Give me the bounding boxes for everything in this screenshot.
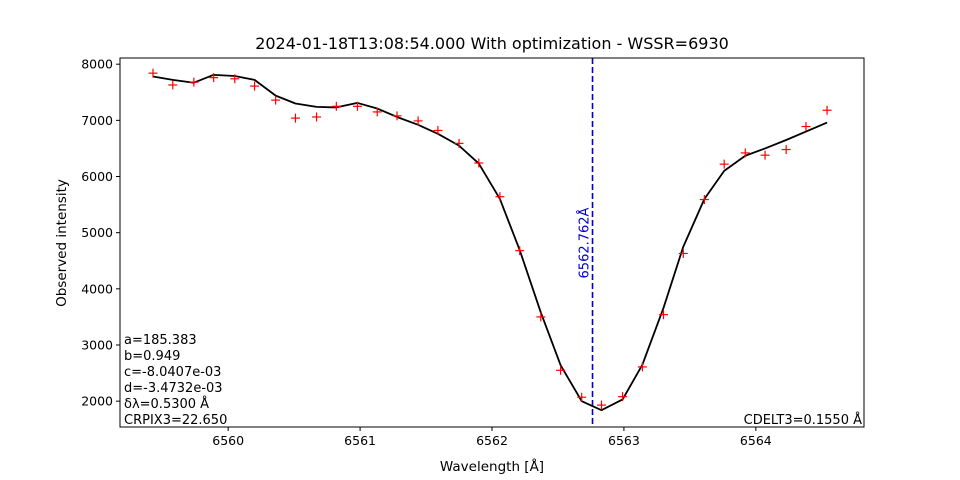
- observed-point: [515, 246, 525, 256]
- observed-point: [577, 392, 587, 402]
- observed-point: [352, 101, 362, 111]
- y-tick-label: 8000: [81, 57, 113, 72]
- observed-point: [536, 312, 546, 322]
- observed-point: [637, 362, 647, 372]
- observed-point: [618, 392, 628, 402]
- fit-parameter-line: d=-3.4732e-03: [124, 381, 223, 396]
- observed-point: [189, 77, 199, 87]
- observed-point: [719, 159, 729, 169]
- fit-parameter-line: b=0.949: [124, 349, 180, 364]
- x-tick-label: 6560: [212, 433, 244, 448]
- chart-title: 2024-01-18T13:08:54.000 With optimizatio…: [255, 34, 729, 53]
- observed-point: [271, 95, 281, 105]
- observed-point: [760, 150, 770, 160]
- observed-point: [168, 80, 178, 90]
- y-axis: 2000 3000 4000 5000 6000 7000 8000: [81, 57, 120, 409]
- x-axis: 6560 6561 6562 6563 6564: [212, 427, 772, 448]
- y-tick-label: 6000: [81, 169, 113, 184]
- observed-point: [495, 192, 505, 202]
- observed-point: [699, 195, 709, 205]
- observed-point: [290, 113, 300, 123]
- observed-point: [781, 145, 791, 155]
- observed-point: [209, 73, 219, 83]
- observed-point: [801, 122, 811, 132]
- observed-point: [474, 158, 484, 168]
- observed-point: [413, 116, 423, 126]
- y-tick-label: 5000: [81, 225, 113, 240]
- observed-point: [433, 125, 443, 135]
- x-tick-label: 6561: [344, 433, 376, 448]
- observed-point: [454, 138, 464, 148]
- y-axis-label: Observed intensity: [54, 179, 70, 307]
- observed-point: [556, 365, 566, 375]
- x-tick-label: 6564: [740, 433, 772, 448]
- observed-point: [230, 74, 240, 84]
- center-wavelength-label: 6562.762Å: [577, 207, 593, 278]
- y-tick-label: 4000: [81, 281, 113, 296]
- fit-parameter-line: CRPIX3=22.650: [124, 413, 227, 428]
- fit-line: [152, 73, 828, 412]
- observed-point: [596, 400, 606, 410]
- observed-point: [822, 105, 832, 115]
- observed-point: [392, 111, 402, 121]
- observed-point: [250, 81, 260, 91]
- plot-area: [120, 58, 864, 427]
- observed-point: [678, 248, 688, 258]
- y-tick-label: 7000: [81, 113, 113, 128]
- observed-point: [740, 148, 750, 158]
- fit-parameter-line: δλ=0.5300 Å: [124, 396, 209, 412]
- fit-parameter-line: a=185.383: [124, 333, 197, 348]
- fit-parameter-line: c=-8.0407e-03: [124, 365, 221, 380]
- x-axis-label: Wavelength [Å]: [440, 458, 544, 475]
- observed-point: [331, 101, 341, 111]
- series-layer: [148, 68, 832, 412]
- observed-point: [148, 68, 158, 78]
- y-tick-label: 3000: [81, 338, 113, 353]
- x-tick-label: 6562: [476, 433, 508, 448]
- y-tick-label: 2000: [81, 394, 113, 409]
- x-tick-label: 6563: [608, 433, 640, 448]
- observed-point: [312, 112, 322, 122]
- center-marker-layer: 6562.762Å: [577, 58, 594, 427]
- fit-parameters: a=185.383b=0.949c=-8.0407e-03d=-3.4732e-…: [124, 333, 227, 428]
- observed-point: [658, 310, 668, 320]
- cdelt3-annotation: CDELT3=0.1550 Å: [744, 412, 862, 428]
- observed-point: [372, 107, 382, 117]
